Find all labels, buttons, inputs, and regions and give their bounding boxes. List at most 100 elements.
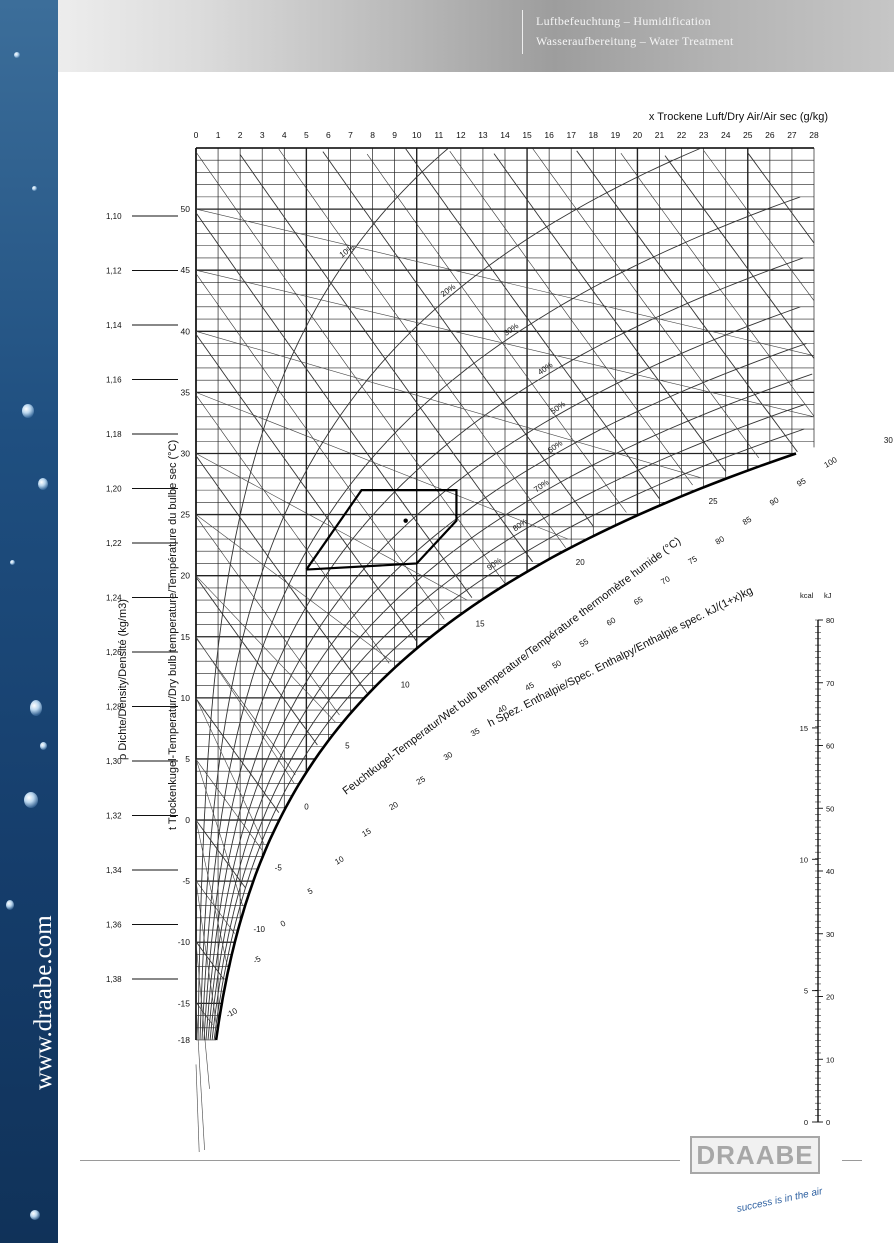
kj-tick-label: 40: [826, 867, 834, 876]
footer-rule-right: [842, 1160, 862, 1161]
density-tick-label: 1,32: [106, 812, 122, 821]
density-tick-label: 1,24: [106, 594, 122, 603]
enthalpy-tick-label: 60: [605, 615, 618, 628]
kj-tick-label: 60: [826, 742, 834, 751]
density-tick-label: 1,16: [106, 376, 122, 385]
enthalpy-tick-label: 50: [551, 658, 564, 671]
x-tick-label: 28: [809, 130, 819, 140]
x-tick-label: 17: [566, 130, 576, 140]
density-line: [195, 514, 392, 662]
kj-tick-label: 70: [826, 679, 834, 688]
density-line: [195, 697, 265, 845]
density-line: [195, 330, 702, 479]
water-drop-icon: [10, 560, 15, 565]
x-tick-label: 7: [348, 130, 353, 140]
chart-grid: [195, 147, 815, 1041]
temp-tick-label: 10: [181, 693, 191, 703]
temp-tick-label: -18: [178, 1035, 191, 1045]
enthalpy-line: [195, 212, 473, 598]
enthalpy-tick-label: -10: [225, 1006, 240, 1020]
header-humidification-text: Luftbefeuchtung – Humidification: [536, 14, 711, 28]
enthalpy-line: [195, 394, 390, 664]
enthalpy-line: [195, 759, 263, 851]
x-tick-label: 22: [677, 130, 687, 140]
kj-tick-label: 30: [826, 930, 834, 939]
water-drop-icon: [30, 1210, 40, 1220]
rh-label: 70%: [532, 478, 550, 495]
density-line: [195, 942, 210, 1089]
enthalpy-line: [322, 151, 594, 527]
enthalpy-line: [195, 333, 418, 642]
density-tick-label: 1,20: [106, 485, 122, 494]
enthalpy-tick-label: 10: [333, 854, 346, 867]
water-drop-icon: [32, 186, 37, 191]
wet-bulb-tick-label: -5: [275, 864, 283, 873]
kj-tick-label: 10: [826, 1055, 834, 1064]
density-tick-label: 1,12: [106, 267, 122, 276]
density-line: [195, 208, 815, 357]
kj-tick-label: 80: [826, 616, 834, 625]
enthalpy-line: [195, 941, 224, 980]
enthalpy-line: [195, 819, 247, 889]
draabe-logo: DRAABE: [690, 1136, 820, 1174]
enthalpy-tick-label: 0: [279, 918, 288, 928]
density-tick-label: 1,36: [106, 921, 122, 930]
rh-label: 40%: [536, 360, 554, 377]
x-tick-label: 3: [260, 130, 265, 140]
x-tick-label: 18: [589, 130, 599, 140]
x-tick-label: 13: [478, 130, 488, 140]
density-tick-label: 1,28: [106, 703, 122, 712]
kj-unit: kJ: [824, 591, 832, 600]
kj-tick-label: 20: [826, 993, 834, 1002]
rh-curve: [209, 373, 813, 1041]
x-tick-label: 14: [500, 130, 510, 140]
enthalpy-line: [366, 153, 627, 513]
x-tick-label: 24: [721, 130, 731, 140]
x-tick-label: 11: [434, 130, 443, 140]
x-tick-label: 6: [326, 130, 331, 140]
wet-bulb-tick-label: 30: [884, 436, 893, 445]
density-line: [195, 758, 243, 906]
x-tick-label: 9: [392, 130, 397, 140]
enthalpy-line: [195, 151, 506, 584]
density-tick-label: 1,18: [106, 430, 122, 439]
density-line: [195, 881, 218, 1028]
density-tick-label: 1,22: [106, 539, 122, 548]
x-tick-label: 4: [282, 130, 287, 140]
enthalpy-line: [405, 148, 660, 500]
water-drop-icon: [14, 52, 20, 58]
kcal-unit: kcal: [800, 591, 814, 600]
kj-tick-label: 50: [826, 804, 834, 813]
temp-tick-label: 45: [181, 265, 191, 275]
water-drop-icon: [38, 478, 48, 490]
rh-curve: [199, 147, 702, 1041]
enthalpy-line: [620, 153, 815, 417]
comfort-zone-point: [403, 518, 408, 523]
enthalpy-line: [195, 516, 340, 716]
wet-bulb-tick-label: 25: [709, 497, 718, 506]
water-drop-icon: [6, 900, 14, 910]
enthalpy-line: [195, 698, 280, 813]
x-tick-label: 5: [304, 130, 309, 140]
density-line: [195, 453, 468, 601]
temp-tick-label: 50: [181, 204, 191, 214]
enthalpy-tick-label: 25: [415, 774, 428, 787]
x-tick-label: 23: [699, 130, 709, 140]
enthalpy-tick-label: 15: [360, 826, 373, 839]
wet-bulb-tick-label: 15: [476, 619, 485, 628]
rh-label: 50%: [549, 399, 567, 416]
x-axis-title: x Trockene Luft/Dry Air/Air sec (g/kg): [649, 111, 828, 123]
water-drop-icon: [24, 792, 38, 808]
enthalpy-tick-label: 85: [741, 514, 754, 527]
rh-curve: [205, 306, 801, 1041]
enthalpy-tick-label: 75: [687, 554, 700, 567]
rh-label: 20%: [439, 282, 457, 299]
water-drop-icon: [30, 700, 42, 716]
wet-bulb-tick-label: 20: [576, 558, 585, 567]
enthalpy-side-scale: kcal kJ 0 10 20 30 40 50 60 70 80 0 5 10 15: [800, 591, 835, 1127]
density-tick-label: 1,38: [106, 975, 122, 984]
temp-tick-label: -15: [178, 998, 191, 1008]
rh-curve: [201, 196, 801, 1041]
density-tick-label: 1,34: [106, 866, 122, 875]
temp-tick-label: 40: [181, 326, 191, 336]
